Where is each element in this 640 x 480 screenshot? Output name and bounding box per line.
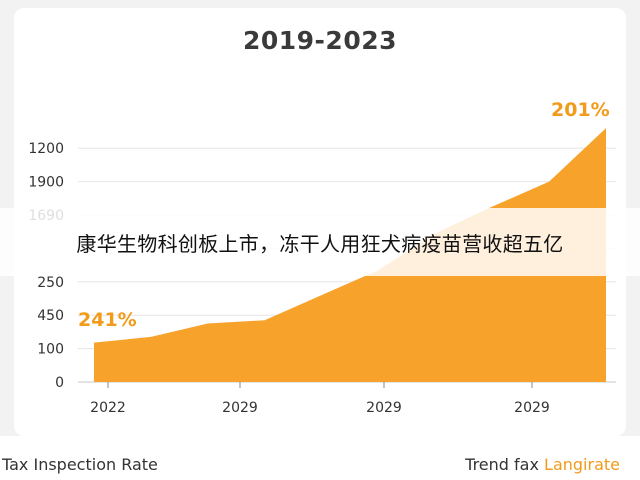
x-tick-label: 2029 [222,400,258,416]
area-series [94,128,606,382]
y-tick-label: 1200 [28,141,64,157]
y-tick-label: 250 [37,275,64,291]
x-tick-label: 2029 [366,400,402,416]
area-chart: 0100450250169019001200202220292029202924… [28,99,616,416]
y-tick-label: 100 [37,342,64,358]
chart-title: 2019-2023 [242,26,398,55]
footer-right-accent: Langirate [544,455,620,474]
data-label-start: 241% [78,309,137,331]
x-tick-label: 2022 [90,400,126,416]
y-tick-label: 450 [37,308,64,324]
footer-left-label: Tax Inspection Rate [2,455,158,474]
footer-bar [0,436,640,480]
caption-text: 康华生物科创板上市，冻干人用狂犬病疫苗营收超五亿 [76,232,564,256]
caption-banner [0,208,640,276]
footer-right-prefix: Trend fax [465,455,545,474]
footer-right-label: Trend fax Langirate [465,455,620,474]
y-tick-label: 0 [55,375,64,391]
data-label-end: 201% [551,99,610,121]
x-tick-label: 2029 [514,400,550,416]
y-tick-label: 1900 [28,175,64,191]
